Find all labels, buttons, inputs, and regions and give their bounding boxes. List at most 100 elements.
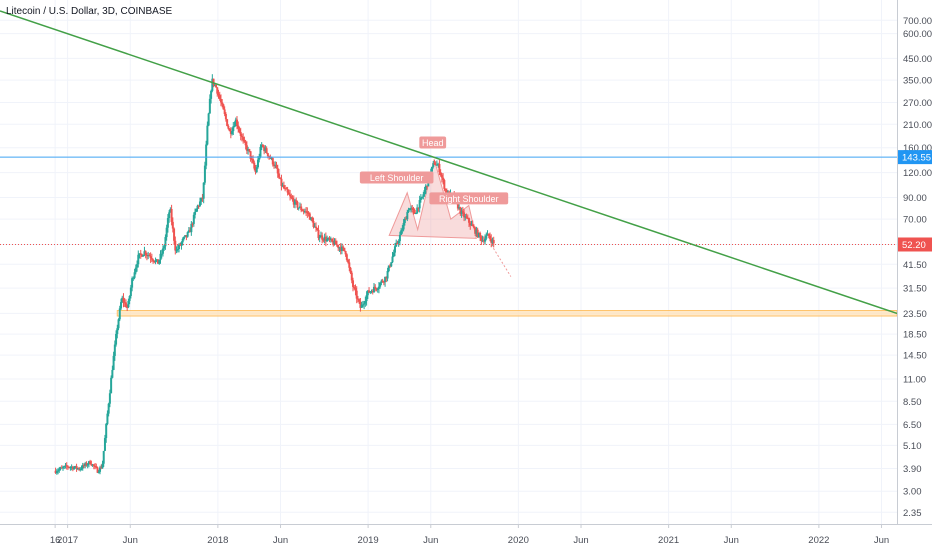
candle-body [338, 247, 341, 249]
candle-body [148, 255, 151, 257]
candle-body [400, 230, 403, 235]
time-tick-label: 2018 [207, 535, 228, 546]
candle-body [89, 461, 92, 464]
time-tick-label: 16 [50, 535, 61, 546]
candle-body [398, 234, 401, 242]
candle-body [159, 253, 162, 261]
candle-body [221, 102, 224, 105]
candle-body [140, 254, 143, 257]
candle-body [99, 467, 102, 472]
right-shoulder-label-text: Right Shoulder [439, 194, 499, 204]
candle-body [280, 178, 283, 186]
candle-body [307, 213, 310, 215]
candle-body [92, 464, 95, 467]
candle-body [433, 163, 436, 165]
candle-body [110, 377, 113, 394]
candle-body [297, 207, 300, 209]
candle-body [438, 163, 441, 173]
candle-body [164, 237, 167, 247]
candle-body [430, 166, 433, 172]
candle-body [191, 223, 194, 225]
support-zone [116, 310, 898, 317]
candle-body [238, 128, 241, 132]
candle-body [55, 471, 58, 473]
candle-body [231, 131, 234, 134]
time-tick-label: 2020 [508, 535, 529, 546]
candle-body [87, 461, 90, 465]
candle-body [100, 467, 103, 469]
candle-body [138, 253, 141, 255]
candle-body [252, 159, 255, 163]
time-tick-label: 2021 [658, 535, 679, 546]
candle-body [71, 466, 74, 470]
candle-body [273, 164, 276, 166]
candle-body [281, 185, 284, 187]
candle-body [350, 272, 353, 281]
candle-body [259, 146, 262, 157]
candle-body [61, 467, 64, 469]
time-tick-label: Jun [123, 535, 138, 546]
candle-body [391, 256, 394, 263]
candle-body [333, 240, 336, 245]
candle-body [95, 466, 98, 468]
candle-body [94, 466, 97, 468]
time-tick-label: 2022 [808, 535, 829, 546]
candle-body [150, 258, 153, 260]
candle-body [107, 403, 110, 414]
left-shoulder-label-text: Left Shoulder [370, 173, 424, 183]
candle-body [487, 233, 490, 236]
candle-body [196, 205, 199, 209]
last-price-tag-bg [898, 237, 932, 252]
candle-body [279, 177, 282, 179]
candle-body [247, 149, 250, 151]
candle-body [86, 464, 89, 466]
candle-body [101, 463, 104, 469]
candle-body [173, 228, 176, 241]
candle-body [234, 119, 237, 127]
candle-body [370, 291, 373, 293]
candle-body [243, 139, 246, 142]
candle-body [245, 145, 248, 151]
candle-body [461, 210, 464, 213]
candle-body [371, 291, 374, 293]
candle-body [385, 276, 388, 279]
candle-body [126, 307, 129, 309]
candle-body [237, 125, 240, 129]
candle-body [432, 163, 435, 167]
candle-body [197, 205, 200, 207]
candle-body [480, 236, 483, 241]
candle-body [360, 304, 363, 308]
trendline[interactable] [0, 10, 898, 315]
candle-body [129, 287, 132, 296]
candle-body [64, 465, 67, 467]
resistance-price-tag-bg [898, 150, 932, 165]
candle-body [165, 227, 168, 238]
candle-body [416, 207, 419, 214]
candle-body [422, 194, 425, 197]
candle-body [240, 136, 243, 138]
candle-body [403, 218, 406, 223]
candle-body [460, 210, 463, 214]
candle-body [377, 286, 380, 289]
candle-body [174, 240, 177, 251]
price-tick-label: 270.00 [903, 98, 932, 109]
candle-body [472, 226, 475, 228]
candle-body [412, 208, 415, 211]
candle-body [318, 237, 321, 239]
last-price-tag: 52.20 [898, 237, 932, 252]
candle-body [260, 144, 263, 147]
candle-body [236, 119, 239, 126]
candle-body [327, 238, 330, 240]
candle-body [390, 262, 393, 267]
price-axis[interactable]: 2.35 3.00 3.90 5.10 6.50 8.50 11.00 14.50 18.50 2… [903, 16, 932, 519]
candle-body [439, 172, 442, 176]
right-shoulder-label: Right Shoulder [429, 192, 509, 205]
candle-body [294, 200, 297, 205]
candle-body [185, 235, 188, 237]
candle-body [291, 197, 294, 200]
candle-body [465, 216, 468, 218]
price-tick-label: 11.00 [903, 374, 926, 385]
